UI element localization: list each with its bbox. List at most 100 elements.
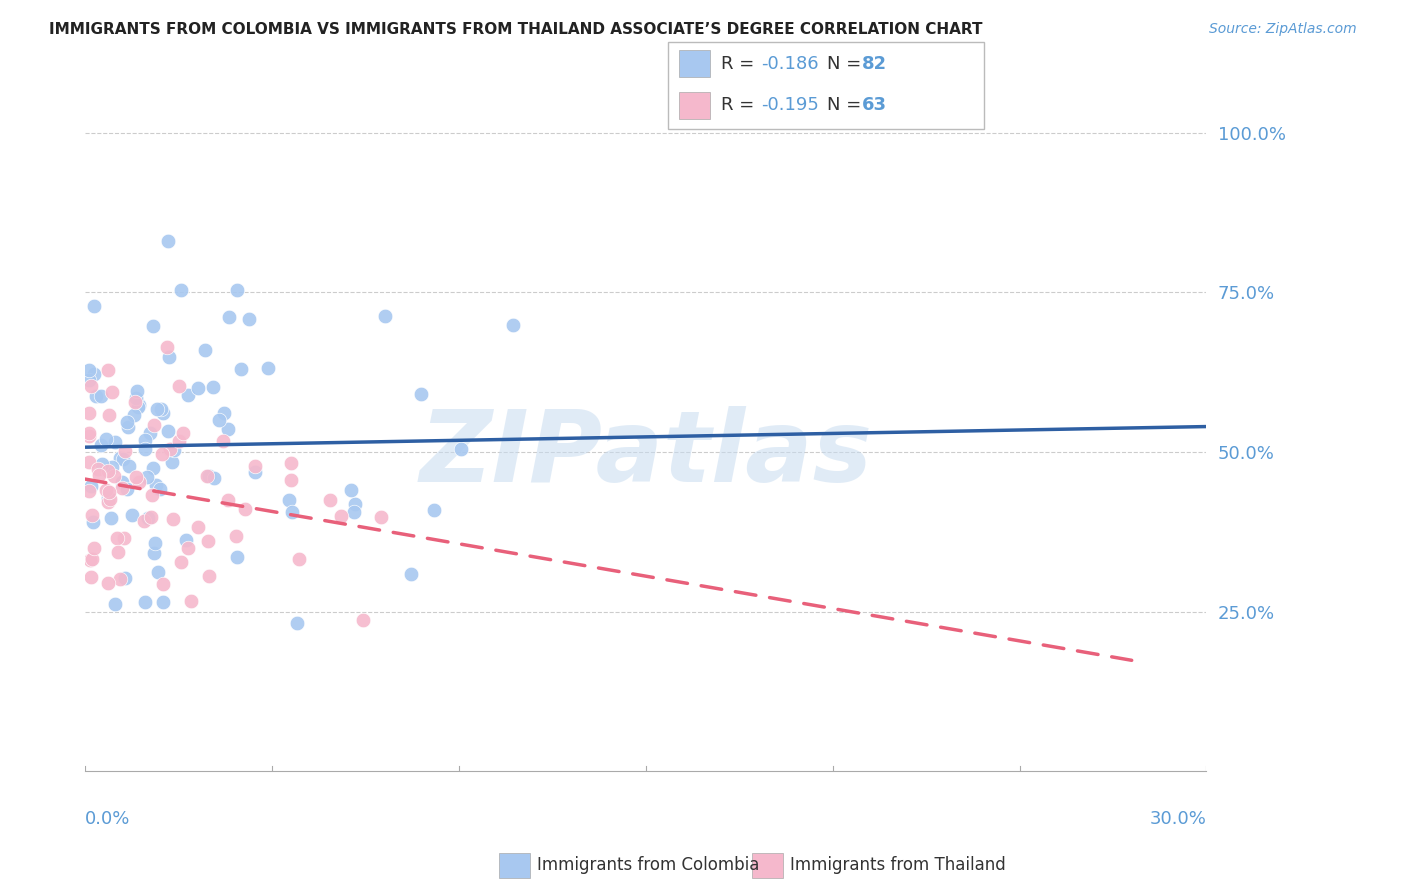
Point	[101, 385, 124, 400]
Point	[238, 312, 260, 326]
Point	[174, 533, 197, 548]
Point	[233, 501, 256, 516]
Point	[134, 595, 156, 609]
Point	[399, 566, 422, 581]
Text: N =: N =	[827, 96, 866, 114]
Point	[136, 510, 159, 524]
Point	[87, 467, 110, 482]
Point	[225, 529, 247, 543]
Point	[132, 514, 155, 528]
Point	[243, 465, 266, 479]
Point	[80, 570, 103, 584]
Text: ZIPatlas: ZIPatlas	[419, 406, 873, 502]
Point	[167, 379, 190, 393]
Point	[169, 555, 191, 569]
Point	[127, 400, 149, 414]
Point	[139, 425, 162, 440]
Point	[110, 475, 132, 489]
Text: 63: 63	[862, 96, 887, 114]
Point	[340, 483, 363, 497]
Point	[201, 379, 224, 393]
Point	[280, 456, 302, 470]
Point	[245, 459, 267, 474]
Point	[77, 455, 100, 469]
Point	[180, 594, 202, 608]
Point	[374, 310, 396, 324]
Point	[117, 420, 139, 434]
Point	[128, 475, 150, 489]
Text: 0.0%: 0.0%	[86, 810, 131, 828]
Text: Immigrants from Thailand: Immigrants from Thailand	[790, 856, 1005, 874]
Point	[343, 505, 366, 519]
Point	[217, 422, 239, 436]
Point	[217, 492, 239, 507]
Point	[83, 299, 105, 313]
Point	[101, 460, 124, 475]
Point	[127, 384, 149, 398]
Point	[194, 343, 217, 358]
Point	[143, 546, 166, 560]
Text: 82: 82	[862, 54, 887, 72]
Point	[107, 545, 129, 559]
Point	[152, 406, 174, 420]
Point	[177, 388, 200, 402]
Text: Immigrants from Colombia: Immigrants from Colombia	[537, 856, 759, 874]
Point	[152, 595, 174, 609]
Point	[80, 551, 103, 566]
Point	[128, 398, 150, 412]
Point	[208, 413, 231, 427]
Point	[281, 505, 304, 519]
Point	[146, 402, 169, 417]
Point	[77, 362, 100, 376]
Point	[100, 510, 122, 524]
Text: -0.186: -0.186	[761, 54, 818, 72]
Point	[90, 389, 112, 403]
Point	[142, 461, 165, 475]
Point	[122, 408, 145, 422]
Point	[118, 459, 141, 474]
Point	[84, 389, 107, 403]
Point	[80, 479, 103, 493]
Point	[94, 483, 117, 497]
Point	[343, 498, 366, 512]
Point	[125, 391, 148, 405]
Point	[411, 387, 433, 401]
Point	[187, 380, 209, 394]
Point	[143, 418, 166, 433]
Point	[197, 534, 219, 549]
Point	[80, 379, 103, 393]
Point	[502, 318, 524, 332]
Point	[212, 434, 235, 448]
Point	[98, 492, 121, 507]
Point	[82, 515, 104, 529]
Point	[104, 597, 127, 611]
Point	[225, 283, 247, 297]
Point	[319, 493, 342, 508]
Point	[167, 434, 190, 449]
Point	[110, 451, 132, 466]
Point	[111, 481, 134, 495]
Text: Source: ZipAtlas.com: Source: ZipAtlas.com	[1209, 22, 1357, 37]
Point	[112, 451, 135, 466]
Point	[77, 373, 100, 387]
Point	[229, 361, 252, 376]
Point	[83, 541, 105, 555]
Point	[97, 495, 120, 509]
Point	[90, 438, 112, 452]
Point	[288, 552, 311, 566]
Point	[94, 432, 117, 446]
Text: IMMIGRANTS FROM COLOMBIA VS IMMIGRANTS FROM THAILAND ASSOCIATE’S DEGREE CORRELAT: IMMIGRANTS FROM COLOMBIA VS IMMIGRANTS F…	[49, 22, 983, 37]
Point	[80, 508, 103, 523]
Point	[370, 509, 392, 524]
Text: N =: N =	[827, 54, 866, 72]
Point	[157, 350, 180, 364]
Point	[114, 443, 136, 458]
Point	[285, 616, 308, 631]
Point	[135, 470, 157, 484]
Point	[156, 339, 179, 353]
Point	[157, 234, 180, 248]
Text: -0.195: -0.195	[761, 96, 818, 114]
Point	[159, 442, 181, 456]
Point	[134, 433, 156, 447]
Point	[79, 553, 101, 567]
